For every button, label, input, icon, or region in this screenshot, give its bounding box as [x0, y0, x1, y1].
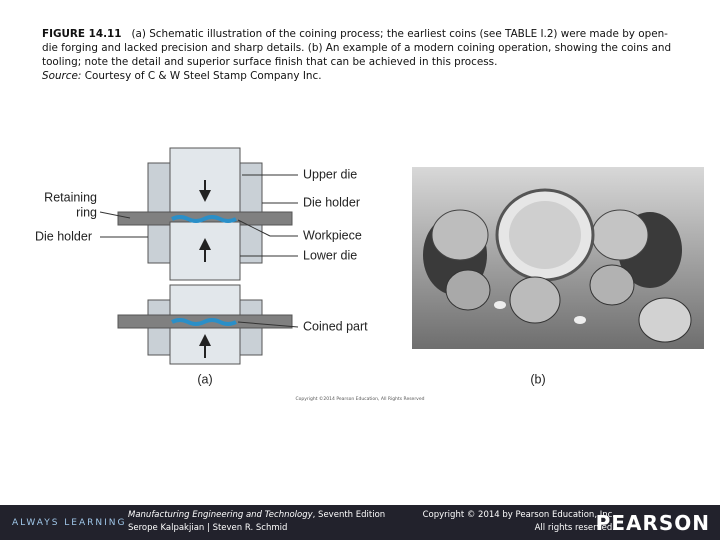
- figure-caption: FIGURE 14.11 (a) Schematic illustration …: [42, 27, 682, 83]
- coined-part-label: Coined part: [303, 319, 368, 333]
- brand: PEARSON: [595, 511, 710, 535]
- rights: All rights reserved.: [534, 523, 615, 533]
- tagline: ALWAYS LEARNING: [12, 518, 127, 528]
- figure-label: FIGURE 14.11: [42, 28, 122, 40]
- book-title: Manufacturing Engineering and Technology…: [128, 510, 385, 520]
- die-holder-label: Die holder: [303, 195, 360, 209]
- workpiece-label: Workpiece: [303, 228, 362, 242]
- figure-copyright: Copyright ©2014 Pearson Education, All R…: [296, 395, 425, 402]
- die-holder-label: Die holder: [35, 229, 92, 243]
- lower-die-label: Lower die: [303, 248, 357, 262]
- copyright: Copyright © 2014 by Pearson Education, I…: [422, 510, 615, 520]
- source-label: Source:: [42, 70, 82, 82]
- photo: [412, 167, 704, 349]
- book-title-text: Manufacturing Engineering and Technology: [128, 510, 313, 520]
- retaining-ring-label: Retaining: [44, 190, 97, 204]
- panel-label: (b): [530, 372, 545, 386]
- upper-die-label: Upper die: [303, 167, 357, 181]
- panel-label: (a): [197, 372, 212, 386]
- edition: , Seventh Edition: [312, 510, 386, 520]
- caption-text: (a) Schematic illustration of the coinin…: [42, 28, 672, 68]
- schematic: [99, 147, 299, 365]
- figure: Upper die Die holder Workpiece Lower die…: [35, 147, 704, 402]
- retaining-ring-label: ring: [76, 205, 97, 219]
- authors: Serope Kalpakjian | Steven R. Schmid: [128, 523, 288, 533]
- source-text: Courtesy of C & W Steel Stamp Company In…: [84, 70, 322, 82]
- footer: ALWAYS LEARNING Manufacturing Engineerin…: [0, 505, 720, 540]
